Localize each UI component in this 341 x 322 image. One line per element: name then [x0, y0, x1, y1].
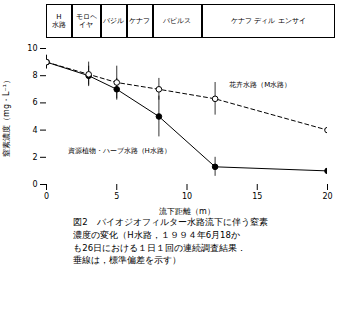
svg-text:流下距離（m）: 流下距離（m）: [159, 207, 215, 216]
svg-text:0: 0: [44, 192, 49, 201]
svg-text:10: 10: [27, 44, 37, 53]
svg-text:0: 0: [32, 180, 37, 189]
svg-text:窒素濃度（mg・L⁻¹）: 窒素濃度（mg・L⁻¹）: [2, 76, 11, 157]
svg-text:5: 5: [114, 192, 119, 201]
html-text:モロヘ イヤ: モロヘ イヤ: [75, 12, 97, 29]
svg-text:資源植物・ハーブ水路（H水路）: 資源植物・ハーブ水路（H水路）: [68, 147, 171, 155]
svg-text:8: 8: [32, 71, 37, 80]
html-text:図2 バイオジオフィルター水路流下に伴う窒素 濃度の変化（H: 図2 バイオジオフィルター水路流下に伴う窒素 濃度の変化（H水路，１９９４年6月…: [73, 217, 268, 266]
svg-text:4: 4: [32, 126, 37, 135]
svg-text:20: 20: [322, 192, 332, 201]
html-text:H 水路: H 水路: [52, 12, 66, 29]
html-text:パピルス: パピルス: [163, 16, 192, 25]
svg-text:10: 10: [182, 192, 192, 201]
html-text:ケナフ ディル エンサイ: ケナフ ディル エンサイ: [231, 16, 306, 25]
svg-text:花卉水路（M水路）: 花卉水路（M水路）: [229, 81, 291, 89]
svg-text:2: 2: [32, 153, 37, 162]
svg-text:6: 6: [32, 98, 37, 107]
html-text:バジル: バジル: [103, 16, 125, 25]
svg-text:15: 15: [252, 192, 262, 201]
html-text:ケナフ: ケナフ: [129, 16, 151, 25]
